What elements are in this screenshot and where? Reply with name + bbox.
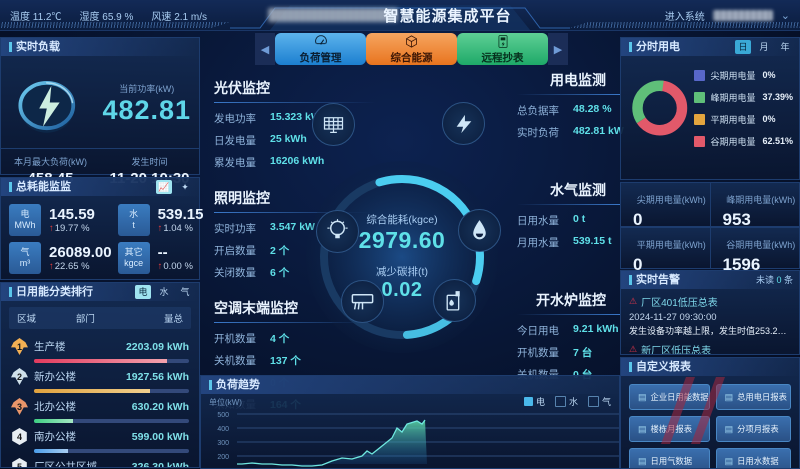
svg-text:500: 500 — [217, 412, 229, 419]
svg-text:300: 300 — [217, 440, 229, 447]
svg-text:400: 400 — [217, 426, 229, 433]
svg-text:200: 200 — [217, 454, 229, 461]
